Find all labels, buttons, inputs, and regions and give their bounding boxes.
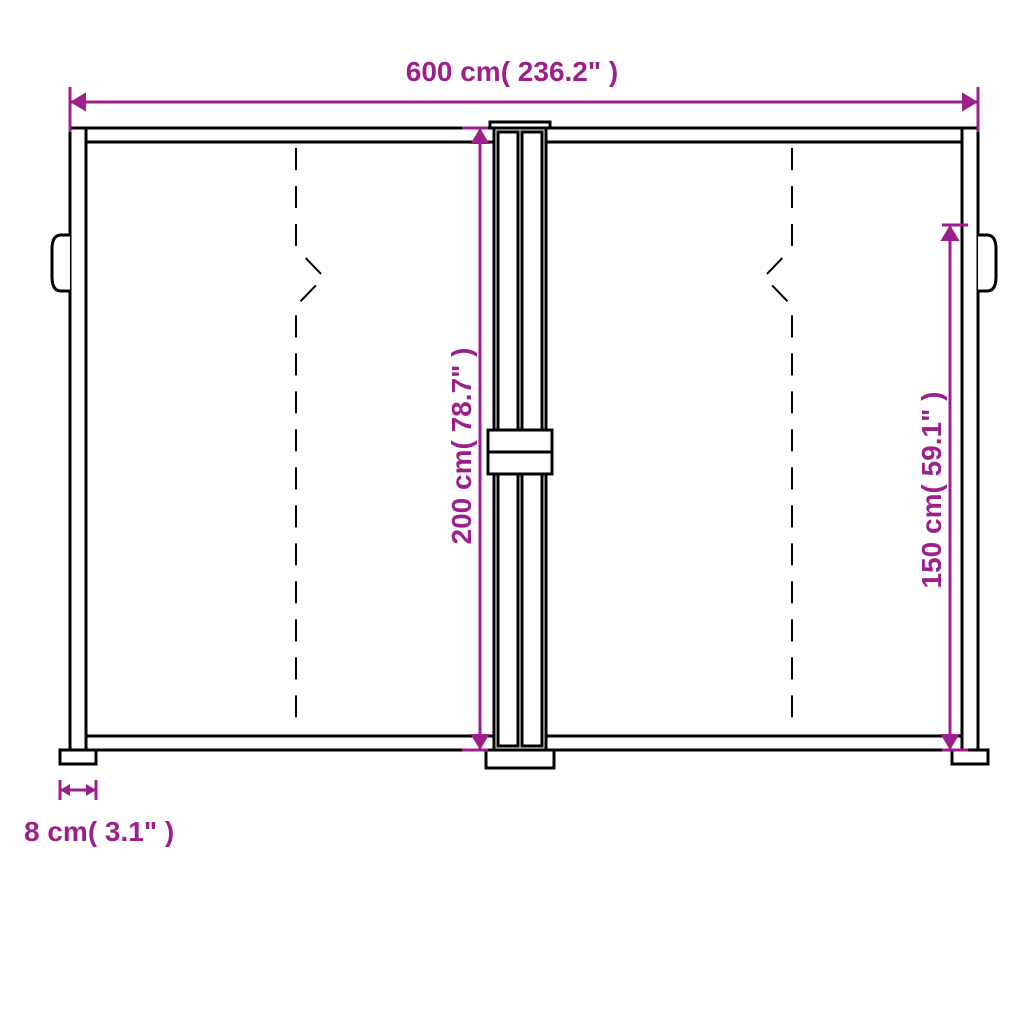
diagram-svg	[0, 0, 1024, 1024]
dim-label-height-150: 150 cm( 59.1" )	[916, 392, 948, 589]
dim-label-base-width: 8 cm( 3.1" )	[24, 816, 174, 848]
diagram-stage: 600 cm( 236.2" ) 200 cm( 78.7" ) 150 cm(…	[0, 0, 1024, 1024]
dim-label-height-200: 200 cm( 78.7" )	[446, 348, 478, 545]
dim-label-width: 600 cm( 236.2" )	[406, 56, 619, 88]
